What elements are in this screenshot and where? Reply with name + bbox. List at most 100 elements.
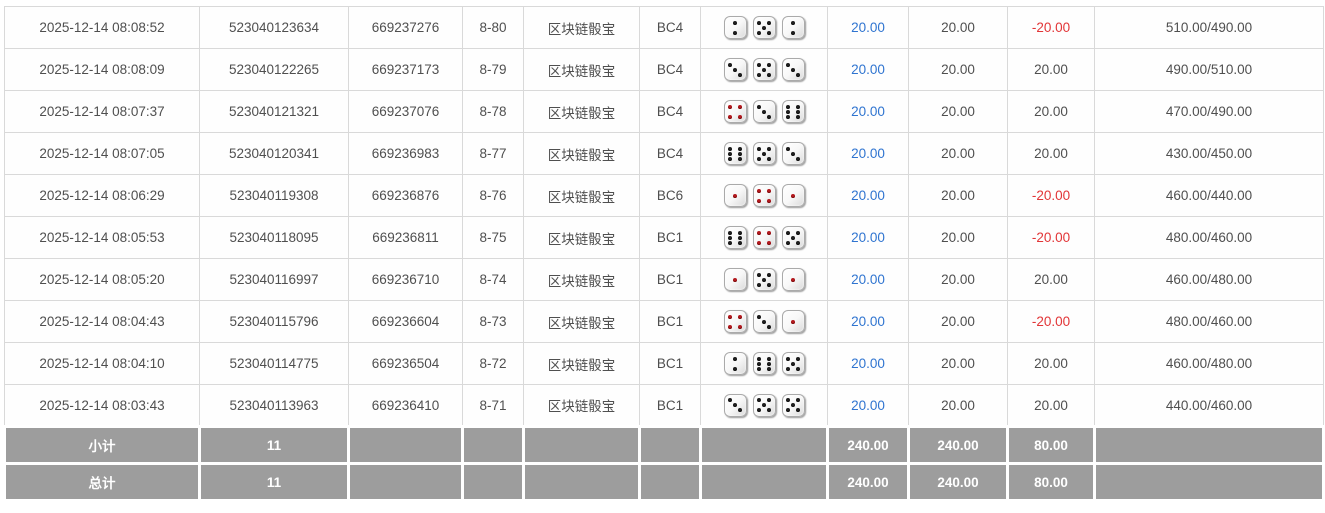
cell-win-loss: -20.00 [1007,6,1095,49]
bet-table-body: 2025-12-14 08:08:52 523040123634 669237276… [4,6,1324,427]
table-row: 2025-12-14 08:04:10 523040114775 669236504… [4,342,1324,385]
cell-round-no: 669237076 [348,90,463,133]
cell-bet-amount: 20.00 [827,90,909,133]
bet-amount-link[interactable]: 20.00 [851,104,885,119]
cell-bet-type: BC1 [639,300,701,343]
total-row: 总计 11 240.00 240.00 80.00 [3,462,1325,502]
cell-bet-type: BC4 [639,132,701,175]
cell-dice-result [700,132,828,175]
cell-balance: 490.00/510.00 [1094,48,1324,91]
die-icon-3 [752,310,776,333]
cell-time: 2025-12-14 08:03:43 [4,384,200,427]
dice-result-icons [701,393,827,417]
die-icon-5 [781,352,805,375]
cell-balance: 440.00/460.00 [1094,384,1324,427]
cell-bet-type: BC4 [639,90,701,133]
cell-game-name: 区块链骰宝 [523,384,640,427]
bet-amount-link[interactable]: 20.00 [851,230,885,245]
cell-win-loss: -20.00 [1007,300,1095,343]
subtotal-empty-balance [1093,425,1325,465]
cell-game-name: 区块链骰宝 [523,342,640,385]
cell-valid-amount: 20.00 [908,132,1008,175]
die-icon-1 [781,310,805,333]
cell-bet-type: BC6 [639,174,701,217]
cell-period: 8-73 [462,300,524,343]
bet-amount-link[interactable]: 20.00 [851,397,885,413]
cell-bet-type: BC1 [639,258,701,301]
cell-bet-amount: 20.00 [827,384,909,427]
die-icon-3 [723,58,747,81]
bet-amount-link[interactable]: 20.00 [851,356,885,371]
cell-bet-amount: 20.00 [827,300,909,343]
cell-win-loss: -20.00 [1007,216,1095,259]
cell-round-no: 669237276 [348,6,463,49]
cell-order-no: 523040115796 [199,300,349,343]
bet-amount-link[interactable]: 20.00 [851,62,885,77]
cell-valid-amount: 20.00 [908,384,1008,427]
cell-period: 8-72 [462,342,524,385]
cell-bet-amount: 20.00 [827,216,909,259]
cell-game-name: 区块链骰宝 [523,174,640,217]
cell-game-name: 区块链骰宝 [523,216,640,259]
die-icon-6 [752,352,776,375]
bet-amount-link[interactable]: 20.00 [851,20,885,35]
dice-result-icons [701,226,827,249]
cell-balance: 480.00/460.00 [1094,216,1324,259]
table-row: 2025-12-14 08:08:52 523040123634 669237276… [4,6,1324,49]
dice-result-icons [701,184,827,207]
bet-amount-link[interactable]: 20.00 [851,272,885,287]
cell-game-name: 区块链骰宝 [523,258,640,301]
total-empty-period [461,462,525,502]
bet-amount-link[interactable]: 20.00 [851,146,885,161]
cell-bet-amount: 20.00 [827,342,909,385]
die-icon-2 [723,352,747,375]
cell-valid-amount: 20.00 [908,90,1008,133]
cell-period: 8-79 [462,48,524,91]
die-icon-4 [752,184,776,207]
cell-period: 8-74 [462,258,524,301]
die-icon-5 [752,58,776,81]
cell-dice-result [700,342,828,385]
cell-round-no: 669236983 [348,132,463,175]
total-bet-amount: 240.00 [826,462,910,502]
table-row: 2025-12-14 08:05:20 523040116997 669236710… [4,258,1324,301]
cell-win-loss: 20.00 [1007,258,1095,301]
cell-win-loss: 20.00 [1007,90,1095,133]
cell-time: 2025-12-14 08:05:53 [4,216,200,259]
cell-balance: 430.00/450.00 [1094,132,1324,175]
subtotal-empty-game [522,425,641,465]
cell-time: 2025-12-14 08:04:43 [4,300,200,343]
cell-game-name: 区块链骰宝 [523,90,640,133]
cell-period: 8-77 [462,132,524,175]
die-icon-5 [752,268,776,291]
cell-balance: 510.00/490.00 [1094,6,1324,49]
bet-table-summary: 小计 11 240.00 240.00 80.00 总计 11 240.00 2… [3,425,1325,502]
dice-result-icons [701,58,827,81]
cell-win-loss: 20.00 [1007,384,1095,427]
die-icon-6 [781,100,805,123]
table-row: 2025-12-14 08:08:09 523040122265 669237173… [4,48,1324,91]
cell-round-no: 669236876 [348,174,463,217]
cell-win-loss: 20.00 [1007,132,1095,175]
subtotal-valid-amount: 240.00 [907,425,1009,465]
cell-order-no: 523040123634 [199,6,349,49]
table-row: 2025-12-14 08:06:29 523040119308 669236876… [4,174,1324,217]
cell-bet-amount: 20.00 [827,6,909,49]
cell-game-name: 区块链骰宝 [523,300,640,343]
die-icon-3 [723,393,747,417]
die-icon-1 [723,184,747,207]
bet-amount-link[interactable]: 20.00 [851,314,885,329]
subtotal-row: 小计 11 240.00 240.00 80.00 [3,425,1325,465]
cell-time: 2025-12-14 08:06:29 [4,174,200,217]
cell-order-no: 523040120341 [199,132,349,175]
cell-balance: 480.00/460.00 [1094,300,1324,343]
bet-amount-link[interactable]: 20.00 [851,188,885,203]
cell-round-no: 669237173 [348,48,463,91]
die-icon-5 [752,142,776,165]
cell-bet-type: BC1 [639,216,701,259]
cell-win-loss: -20.00 [1007,174,1095,217]
die-icon-5 [781,226,805,249]
cell-order-no: 523040114775 [199,342,349,385]
die-icon-1 [781,184,805,207]
cell-valid-amount: 20.00 [908,6,1008,49]
